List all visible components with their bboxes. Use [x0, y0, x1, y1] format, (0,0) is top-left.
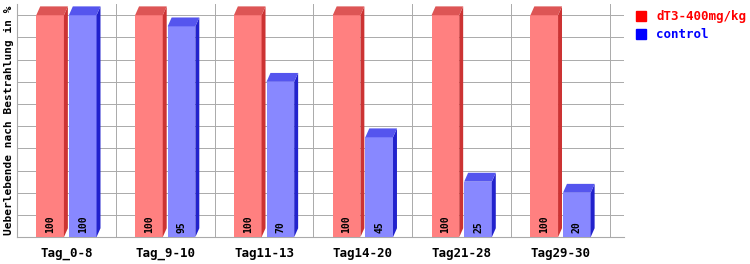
Polygon shape: [36, 15, 64, 237]
Polygon shape: [464, 182, 492, 237]
Text: 100: 100: [440, 215, 451, 233]
Polygon shape: [431, 15, 459, 237]
Polygon shape: [393, 128, 397, 237]
Polygon shape: [135, 6, 166, 15]
Text: 100: 100: [45, 215, 55, 233]
Polygon shape: [431, 6, 464, 15]
Text: 20: 20: [572, 221, 582, 233]
Polygon shape: [234, 6, 266, 15]
Text: 70: 70: [275, 221, 285, 233]
Text: 25: 25: [473, 221, 483, 233]
Text: 100: 100: [78, 215, 88, 233]
Polygon shape: [36, 6, 68, 15]
Polygon shape: [530, 6, 562, 15]
Polygon shape: [333, 15, 361, 237]
Polygon shape: [266, 73, 298, 82]
Polygon shape: [361, 6, 364, 237]
Polygon shape: [97, 6, 100, 237]
Polygon shape: [234, 15, 262, 237]
Polygon shape: [266, 82, 294, 237]
Polygon shape: [168, 17, 200, 26]
Legend: dT3-400mg/kg, control: dT3-400mg/kg, control: [636, 10, 746, 41]
Polygon shape: [64, 6, 68, 237]
Polygon shape: [459, 6, 464, 237]
Polygon shape: [195, 17, 200, 237]
Polygon shape: [262, 6, 266, 237]
Polygon shape: [333, 6, 364, 15]
Text: 100: 100: [539, 215, 549, 233]
Text: 100: 100: [144, 215, 154, 233]
Text: 100: 100: [341, 215, 352, 233]
Y-axis label: Ueberlebende nach Bestrahlung in %: Ueberlebende nach Bestrahlung in %: [4, 6, 14, 235]
Polygon shape: [69, 6, 100, 15]
Text: 100: 100: [243, 215, 253, 233]
Polygon shape: [163, 6, 166, 237]
Polygon shape: [563, 193, 591, 237]
Polygon shape: [69, 15, 97, 237]
Polygon shape: [294, 73, 298, 237]
Polygon shape: [558, 6, 562, 237]
Text: 95: 95: [176, 221, 187, 233]
Polygon shape: [365, 137, 393, 237]
Polygon shape: [168, 26, 195, 237]
Polygon shape: [492, 173, 496, 237]
Text: 45: 45: [374, 221, 384, 233]
Polygon shape: [135, 15, 163, 237]
Polygon shape: [464, 173, 496, 182]
Polygon shape: [563, 184, 595, 193]
Polygon shape: [365, 128, 397, 137]
Polygon shape: [591, 184, 595, 237]
Polygon shape: [530, 15, 558, 237]
